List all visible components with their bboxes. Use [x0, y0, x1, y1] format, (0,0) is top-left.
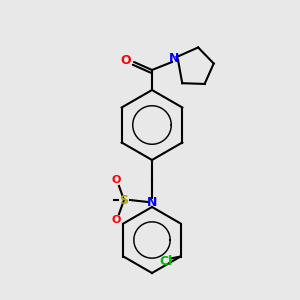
Text: Cl: Cl	[159, 255, 172, 268]
Text: N: N	[147, 196, 157, 209]
Text: O: O	[121, 53, 131, 67]
Text: S: S	[119, 194, 128, 206]
Text: O: O	[111, 175, 121, 185]
Text: N: N	[169, 52, 179, 64]
Text: O: O	[111, 215, 121, 225]
